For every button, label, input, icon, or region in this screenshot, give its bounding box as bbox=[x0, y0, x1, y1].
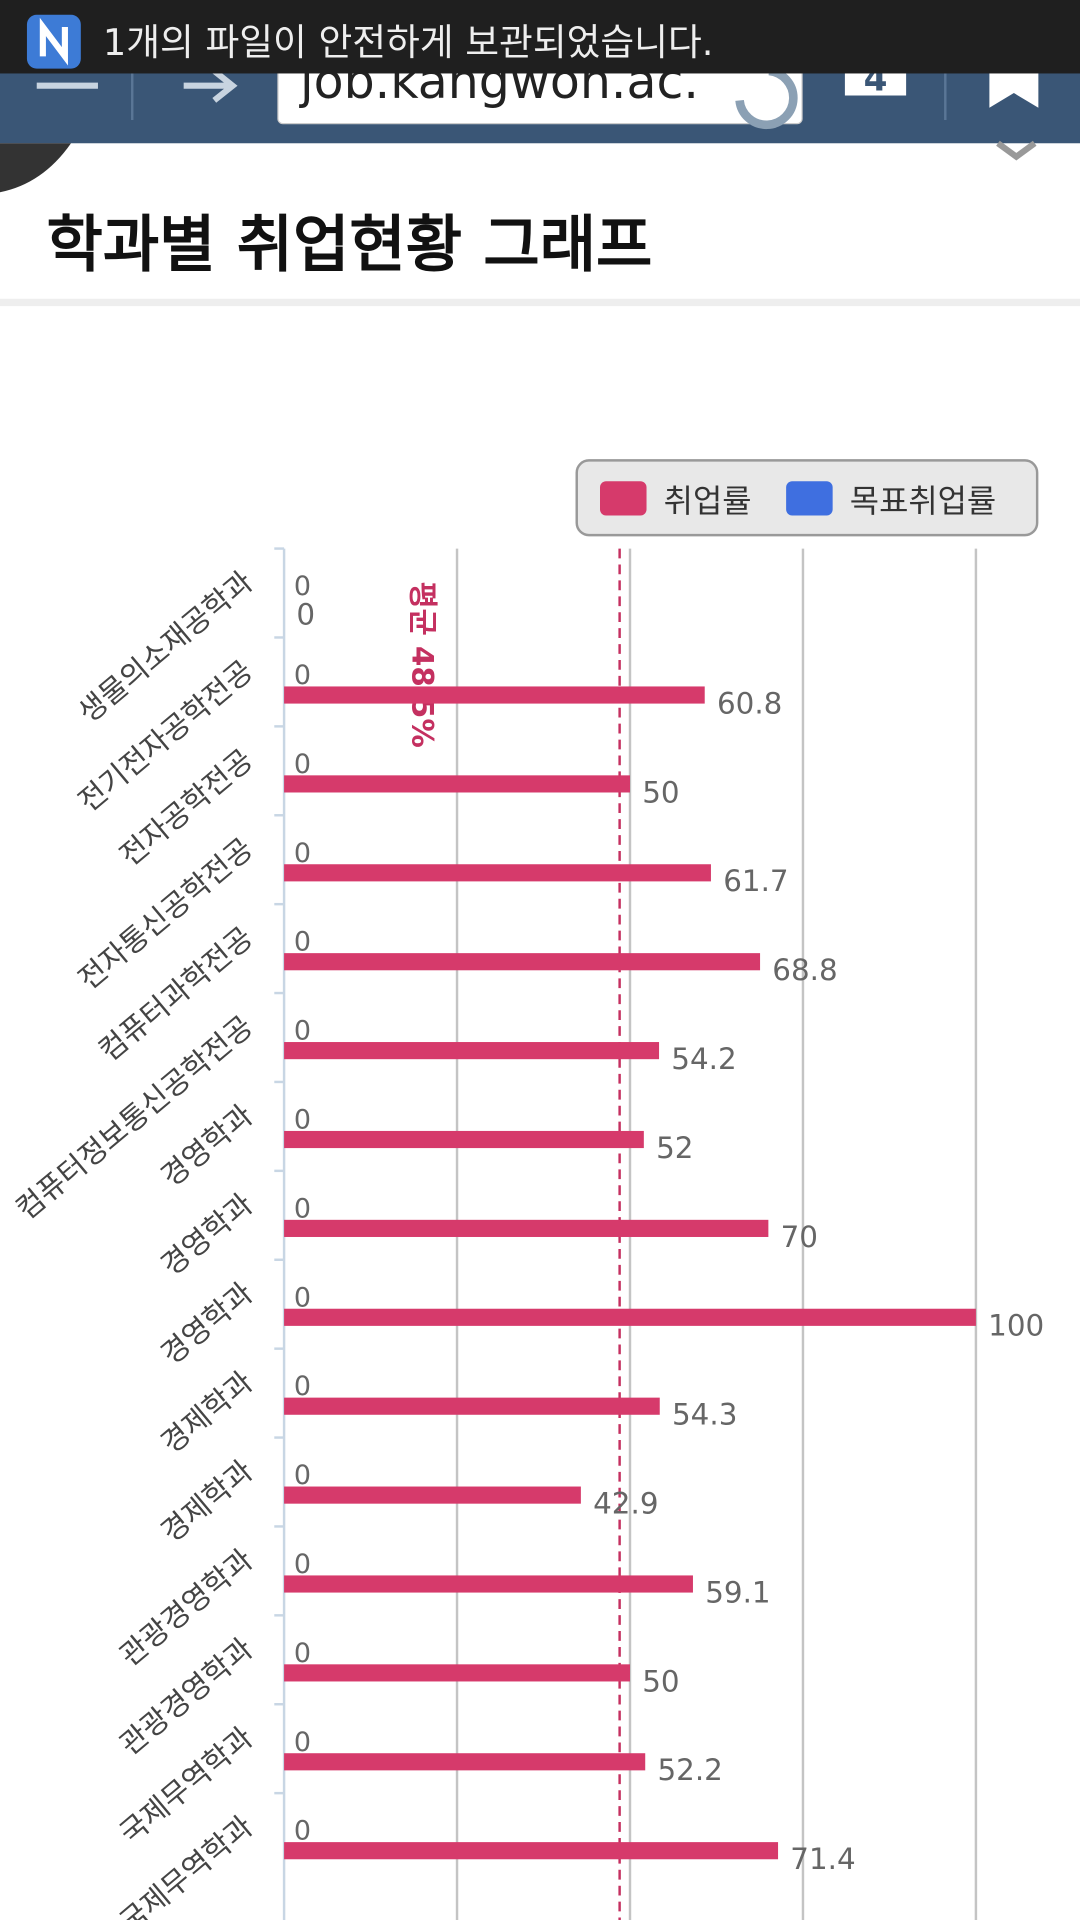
data-label: 0 bbox=[294, 749, 311, 780]
app-icon-glyph bbox=[39, 17, 68, 66]
bar bbox=[284, 864, 711, 882]
data-label: 0 bbox=[294, 1016, 311, 1047]
data-label: 0 bbox=[294, 1727, 311, 1758]
bar bbox=[284, 1042, 660, 1060]
header-divider bbox=[0, 298, 1080, 307]
bar bbox=[284, 1664, 630, 1682]
category-label: 경영학과 bbox=[155, 1276, 260, 1372]
data-label: 54.2 bbox=[671, 1042, 736, 1076]
data-label: 0 bbox=[294, 1549, 311, 1580]
bar bbox=[284, 1486, 581, 1504]
data-label: 0 bbox=[294, 1816, 311, 1847]
category-label: 경제학과 bbox=[155, 1365, 260, 1461]
data-label: 59.1 bbox=[705, 1575, 770, 1609]
bar bbox=[284, 775, 630, 793]
data-label: 0 bbox=[294, 1460, 311, 1491]
bookmark-icon[interactable] bbox=[989, 67, 1039, 108]
data-label: 0 bbox=[294, 1282, 311, 1313]
data-label: 50 bbox=[642, 775, 679, 809]
data-label: 0 bbox=[294, 1371, 311, 1402]
bar bbox=[284, 1308, 976, 1326]
data-label: 0 bbox=[294, 571, 311, 602]
data-label: 52 bbox=[656, 1131, 693, 1165]
bar bbox=[284, 1130, 644, 1149]
corner-shape bbox=[0, 143, 72, 193]
data-label: 50 bbox=[642, 1664, 679, 1698]
bar bbox=[284, 1575, 693, 1593]
data-label: 71.4 bbox=[790, 1842, 855, 1876]
status-bar bbox=[0, 0, 1080, 74]
legend-swatch[interactable] bbox=[600, 481, 647, 516]
category-label: 경영학과 bbox=[155, 1098, 260, 1194]
legend-label[interactable]: 취업률 bbox=[664, 482, 752, 520]
category-label: 전자통신공학전공 bbox=[72, 831, 259, 996]
data-label: 0 bbox=[294, 838, 311, 869]
category-label: 생물의소재공학과 bbox=[72, 565, 259, 730]
notification-text: 1개의 파일이 안전하게 보관되었습니다. bbox=[103, 21, 714, 64]
data-label: 42.9 bbox=[593, 1486, 658, 1520]
bar bbox=[284, 1842, 779, 1860]
reload-icon[interactable] bbox=[735, 66, 798, 129]
category-label: 전기전자공학전공 bbox=[72, 654, 259, 819]
bar bbox=[284, 686, 705, 704]
data-label: 0 bbox=[296, 597, 315, 631]
data-label: 70 bbox=[781, 1220, 818, 1254]
legend-swatch[interactable] bbox=[786, 481, 833, 516]
data-label: 0 bbox=[294, 927, 311, 958]
category-label: 경영학과 bbox=[155, 1187, 260, 1283]
data-label: 60.8 bbox=[717, 686, 782, 720]
data-label: 54.3 bbox=[672, 1398, 737, 1432]
average-label: 평균 48.5% bbox=[406, 582, 440, 748]
category-label: 경제학과 bbox=[155, 1454, 260, 1550]
nav-arrows[interactable] bbox=[36, 68, 238, 103]
legend-label[interactable]: 목표취업률 bbox=[850, 482, 996, 520]
data-label: 0 bbox=[294, 1638, 311, 1669]
data-label: 61.7 bbox=[723, 864, 788, 898]
bar bbox=[284, 1397, 660, 1415]
data-label: 0 bbox=[294, 1193, 311, 1224]
bar bbox=[284, 953, 761, 971]
data-label: 0 bbox=[294, 660, 311, 691]
close-icon[interactable] bbox=[996, 140, 1037, 161]
data-label: 52.2 bbox=[657, 1753, 722, 1787]
data-label: 100 bbox=[988, 1309, 1044, 1343]
page-title: 학과별 취업현황 그래프 bbox=[47, 210, 653, 281]
bar bbox=[284, 1753, 646, 1771]
data-label: 68.8 bbox=[772, 953, 837, 987]
bar bbox=[284, 1219, 769, 1237]
data-label: 0 bbox=[294, 1104, 311, 1135]
